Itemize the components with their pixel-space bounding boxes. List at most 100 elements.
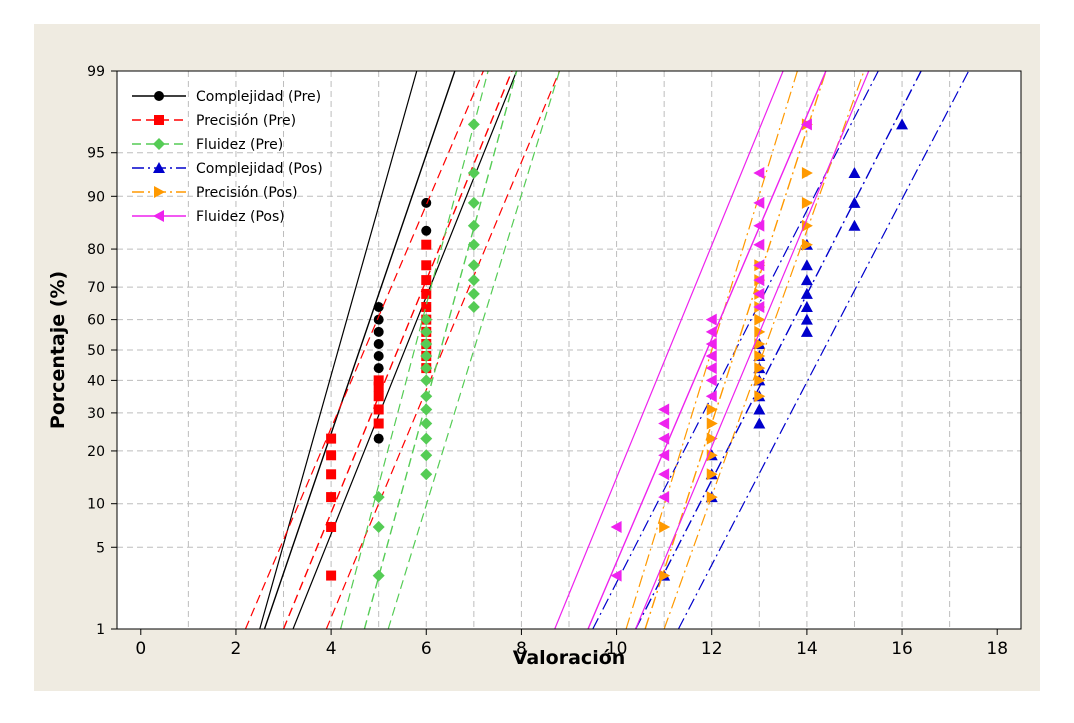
y-tick-label: 30 [87, 406, 105, 422]
series-2-point [326, 469, 337, 480]
legend-label: Precisión (Pos) [196, 185, 298, 201]
series-5-point [754, 313, 766, 326]
series-2-point [326, 570, 337, 581]
x-tick-label: 12 [701, 639, 723, 659]
series-4-ci-low [677, 71, 970, 629]
series-2-point [373, 391, 384, 402]
series-5-ci-high [625, 71, 798, 629]
series-3-point [467, 259, 480, 272]
series-6-point [753, 167, 765, 180]
series-3-point [372, 520, 385, 533]
series-5-fit-line [644, 71, 827, 629]
series-4-point [848, 196, 861, 208]
series-1-point [421, 197, 432, 208]
series-4-point [753, 403, 766, 415]
series-6-point [800, 118, 812, 131]
legend-label: Complejidad (Pos) [196, 161, 323, 177]
series-6-point [610, 520, 622, 533]
x-tick-label: 0 [135, 639, 146, 659]
series-1 [259, 71, 518, 629]
y-tick-label: 20 [87, 444, 105, 460]
series-5-point [754, 337, 766, 350]
series-6-point [705, 350, 717, 363]
series-2-point [421, 260, 432, 271]
series-3-point [420, 313, 433, 326]
series-6-point [705, 374, 717, 387]
series-3-point [420, 325, 433, 338]
series-4-point [848, 167, 861, 179]
legend-label: Fluidez (Pre) [196, 137, 283, 153]
series-3-point [420, 403, 433, 416]
legend-marker [154, 91, 164, 101]
series-4-point [800, 259, 813, 271]
series-3-point [420, 374, 433, 387]
series-1-point [373, 326, 384, 337]
series-4-point [800, 301, 813, 313]
legend-label: Fluidez (Pos) [196, 209, 285, 225]
series-6-point [705, 337, 717, 350]
x-tick-label: 18 [986, 639, 1008, 659]
y-tick-label: 95 [87, 146, 105, 162]
y-tick-label: 10 [87, 497, 105, 513]
y-tick-label: 99 [87, 64, 105, 80]
series-2-point [326, 492, 337, 503]
series-4-point [800, 287, 813, 299]
series-3-point [467, 167, 480, 180]
series-2-point [373, 418, 384, 429]
probability-plot: 0 2 4 6 8 10 12 14 16 18 1 5 10 20 30 40 50 60 70 80 90 95 99 V… [47, 64, 1022, 669]
series-5-point [801, 167, 813, 180]
legend-marker [153, 138, 165, 150]
series-2-ci-high [244, 71, 484, 629]
series-6-point [753, 274, 765, 287]
series-1-point [373, 302, 384, 313]
x-tick-label: 2 [231, 639, 242, 659]
series-3-ci-high [340, 71, 489, 629]
legend: Complejidad (Pre) Precisión (Pre) Fluidez … [132, 89, 323, 225]
series-3-point [467, 287, 480, 300]
series-3-point [372, 491, 385, 504]
series-6-point [705, 325, 717, 338]
series-2-fit-line [282, 71, 513, 629]
series-6 [554, 71, 870, 629]
legend-label: Precisión (Pre) [196, 113, 296, 129]
series-1-ci-low [292, 71, 518, 629]
series-2-point [373, 381, 384, 392]
y-tick-label: 90 [87, 189, 105, 205]
series-2-point [373, 404, 384, 415]
series-6-fit-line [587, 71, 827, 629]
series-3-point [467, 301, 480, 314]
series-3-point [467, 196, 480, 209]
series-2-point [326, 521, 337, 532]
series-3-point [420, 417, 433, 430]
y-tick-label: 60 [87, 313, 105, 329]
series-5-point [706, 491, 718, 504]
x-axis: 0 2 4 6 8 10 12 14 16 18 [135, 629, 1008, 659]
series-6-point [705, 313, 717, 326]
series-5-point [706, 468, 718, 481]
series-4-fit-line [634, 71, 922, 629]
series-5-point [706, 417, 718, 430]
series-4-point [800, 313, 813, 325]
series-5-point [801, 219, 813, 232]
series-5-point [706, 432, 718, 445]
series-3-point [420, 390, 433, 403]
series-6-point [753, 287, 765, 300]
y-axis: 1 5 10 20 30 40 50 60 70 80 90 95 99 [87, 64, 117, 638]
series-5-point [801, 196, 813, 209]
series-6-point [658, 417, 670, 430]
series-5-point [754, 362, 766, 375]
series-2-point [373, 375, 384, 386]
series-6-point [753, 301, 765, 314]
series-2-point [421, 288, 432, 299]
y-tick-label: 40 [87, 373, 105, 389]
x-tick-label: 14 [796, 639, 818, 659]
series-1-point [373, 351, 384, 362]
series-3-point [372, 569, 385, 582]
series-3-point [467, 118, 480, 131]
legend-marker [153, 210, 164, 222]
series-5-point [754, 374, 766, 387]
chart-panel: 0 2 4 6 8 10 12 14 16 18 1 5 10 20 30 40 50 60 70 80 90 95 99 V… [34, 24, 1040, 691]
series-2-point [326, 450, 337, 461]
x-tick-label: 4 [326, 639, 337, 659]
series-6-ci-high [554, 71, 784, 629]
